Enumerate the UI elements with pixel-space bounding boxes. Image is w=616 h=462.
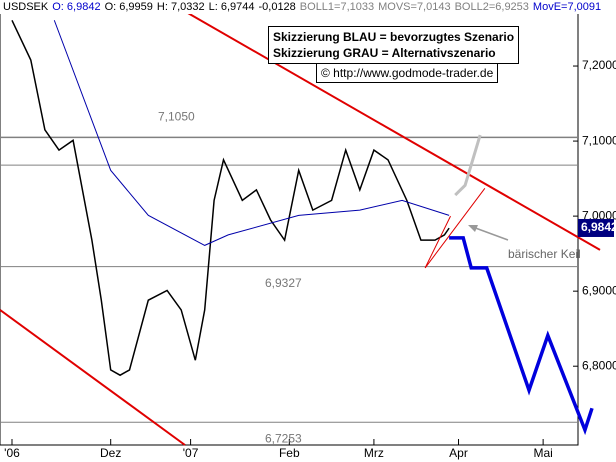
- y-tick-label: 6,8000: [582, 358, 616, 372]
- series-line: [449, 236, 594, 436]
- y-tick-label: 6,9000: [582, 283, 616, 297]
- series-line: [424, 188, 486, 269]
- x-tick-label: Feb: [279, 446, 300, 460]
- header: USDSEK O: 6,9842 O: 6,9959 H: 7,0332 L: 6,97…: [0, 0, 609, 14]
- x-tick-label: '06: [4, 446, 20, 460]
- header-item: -0,0128: [258, 1, 296, 13]
- note: Skizzierung GRAU = Alternativszenario: [273, 46, 496, 60]
- series-line: [0, 309, 186, 446]
- x-tick-label: Mrz: [364, 446, 384, 460]
- series-line: [53, 20, 450, 246]
- level-label: 6,7253: [265, 431, 302, 445]
- series-line: [454, 134, 482, 197]
- header-item: O: 6,9959: [104, 1, 153, 13]
- level-label: 6,9327: [265, 276, 302, 290]
- header-item: H: 7,0332: [156, 1, 205, 13]
- header-item: O: 6,9842: [52, 1, 101, 13]
- header-item: MovE=7,0091: [532, 1, 602, 13]
- y-tick-label: 7,0000: [582, 208, 616, 222]
- x-tick-label: Mai: [533, 446, 552, 460]
- series-line: [164, 0, 601, 251]
- y-tick-label: 7,2000: [582, 58, 616, 72]
- x-tick-label: '07: [183, 446, 199, 460]
- header-item: BOLL1=7,1033: [299, 1, 375, 13]
- x-tick-label: Apr: [449, 446, 468, 460]
- level-label: 7,1050: [158, 109, 195, 123]
- annotation-arrowhead: [468, 225, 478, 232]
- last-value-label: 6,9842: [581, 220, 616, 234]
- y-tick-label: 7,1000: [582, 133, 616, 147]
- header-item: USDSEK: [3, 1, 49, 13]
- copyright: © http://www.godmode-trader.de: [316, 63, 499, 83]
- series-line: [424, 215, 451, 269]
- note: Skizzierung BLAU = bevorzugtes Szenario: [273, 30, 515, 44]
- notes-box: Skizzierung BLAU = bevorzugtes Szenario …: [268, 26, 520, 64]
- x-tick-label: Dez: [100, 446, 121, 460]
- header-item: L: 6,9744: [208, 1, 255, 13]
- annotation: bärischer Keil: [508, 247, 581, 261]
- last-value-box: [578, 218, 614, 237]
- series-line: [11, 19, 450, 377]
- header-item: BOLL2=6,9253: [454, 1, 529, 13]
- header-item: MOVS=7,0143: [378, 1, 451, 13]
